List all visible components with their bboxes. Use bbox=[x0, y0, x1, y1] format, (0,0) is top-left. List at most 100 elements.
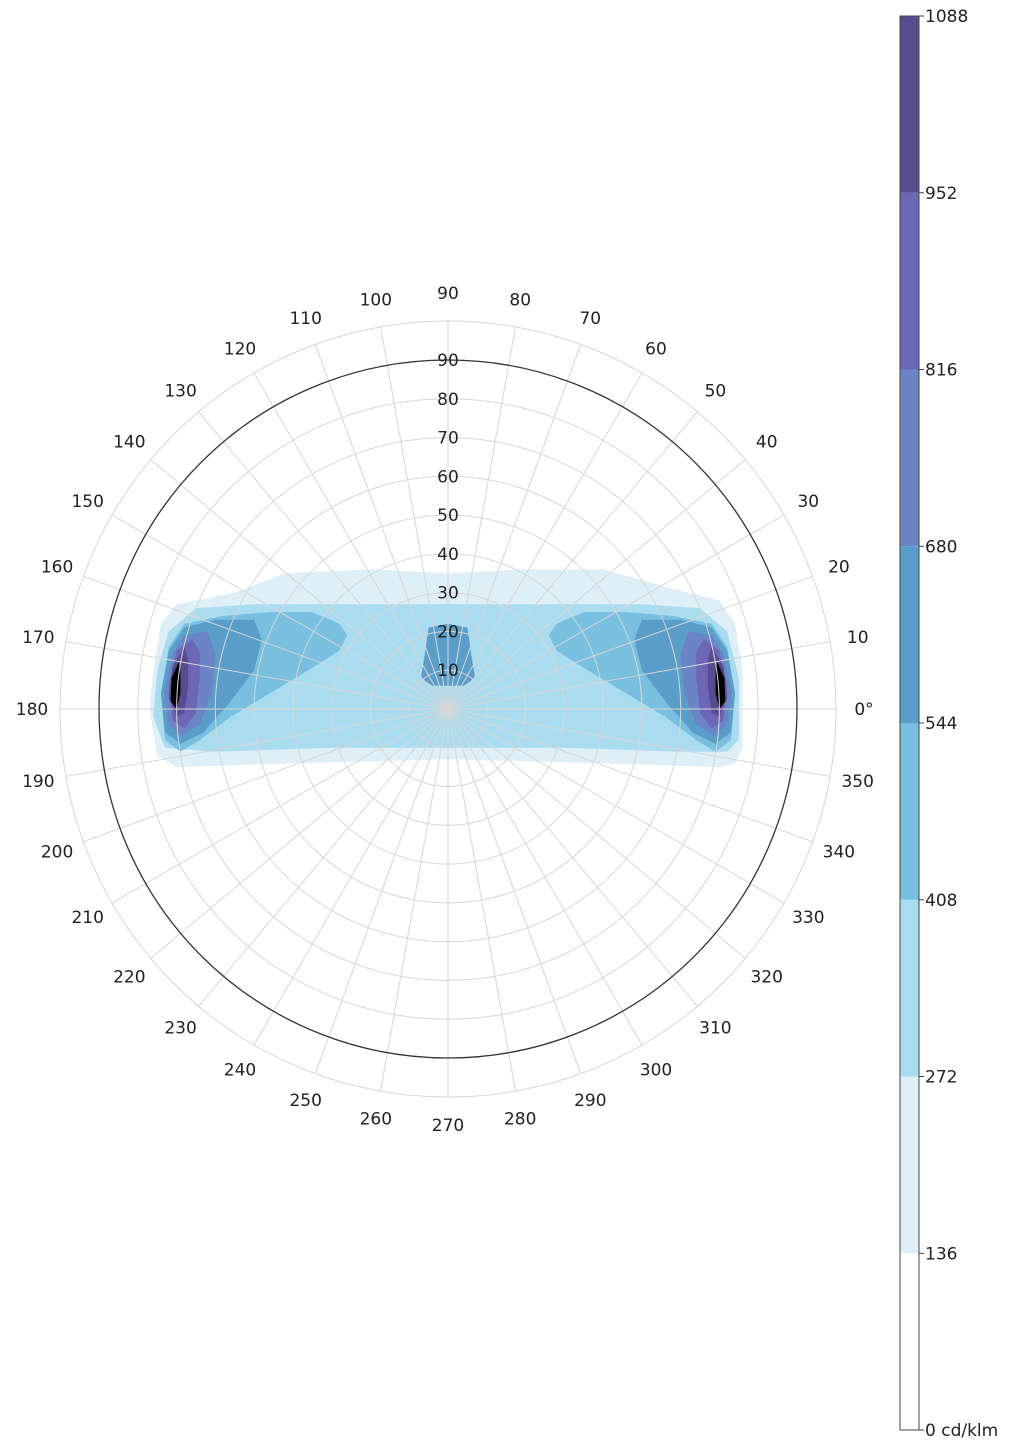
angular-gridline bbox=[447, 575, 813, 710]
angular-tick-label: 20 bbox=[828, 558, 850, 578]
polar-frame bbox=[59, 320, 837, 1098]
angular-tick-label: 150 bbox=[71, 492, 103, 512]
angular-tick-label: 270 bbox=[432, 1116, 464, 1136]
angular-gridline bbox=[314, 708, 449, 1074]
angular-tick-label: 350 bbox=[841, 772, 873, 792]
angular-gridline bbox=[447, 708, 582, 1074]
angular-gridline bbox=[65, 641, 449, 710]
angular-gridline bbox=[253, 372, 449, 710]
angular-tick-label: 90 bbox=[437, 284, 459, 304]
colorbar-tick-label: 952 bbox=[925, 184, 957, 204]
colorbar-band bbox=[900, 546, 919, 724]
angular-gridline bbox=[447, 411, 698, 710]
angular-gridline bbox=[447, 514, 785, 710]
angular-tick-label: 100 bbox=[360, 290, 392, 310]
angular-gridline bbox=[447, 708, 698, 1007]
colorbar-band bbox=[900, 1253, 919, 1431]
colorbar-tick-label: 816 bbox=[925, 361, 957, 381]
angular-gridline bbox=[111, 514, 449, 710]
angular-tick-label: 220 bbox=[113, 967, 145, 987]
angular-tick-label: 280 bbox=[504, 1110, 536, 1130]
radial-tick-label: 90 bbox=[437, 351, 459, 371]
angular-tick-label: 160 bbox=[41, 558, 73, 578]
radial-tick-label: 70 bbox=[437, 429, 459, 449]
angular-gridline bbox=[447, 708, 643, 1046]
angular-tick-label: 130 bbox=[164, 381, 196, 401]
angular-gridline bbox=[447, 459, 746, 710]
angular-gridline bbox=[380, 326, 449, 710]
angular-gridline bbox=[314, 344, 449, 710]
angular-tick-label: 140 bbox=[113, 433, 145, 453]
radial-limit-circle bbox=[98, 359, 798, 1059]
polar-grid bbox=[59, 320, 837, 1098]
contour-1088-left bbox=[170, 662, 181, 709]
angular-gridline bbox=[447, 708, 785, 904]
colorbar-band bbox=[900, 1076, 919, 1254]
angular-gridline bbox=[83, 708, 449, 843]
colorbar-tick-label: 136 bbox=[925, 1244, 957, 1264]
angular-tick-label: 170 bbox=[22, 628, 54, 648]
angular-tick-label: 30 bbox=[797, 492, 819, 512]
angular-gridline bbox=[83, 575, 449, 710]
angular-tick-label: 120 bbox=[224, 340, 256, 360]
colorbar-band bbox=[900, 192, 919, 370]
radial-tick-label: 40 bbox=[437, 545, 459, 565]
angular-gridline bbox=[198, 411, 449, 710]
angular-gridline bbox=[150, 459, 449, 710]
colorbar-tick-label: 408 bbox=[925, 891, 957, 911]
angular-tick-label: 240 bbox=[224, 1060, 256, 1080]
angular-tick-label: 50 bbox=[705, 381, 727, 401]
contour-1088-right bbox=[715, 662, 726, 709]
radial-tick-label: 80 bbox=[437, 390, 459, 410]
angular-gridline bbox=[447, 708, 746, 959]
angular-tick-label: 190 bbox=[22, 772, 54, 792]
intensity-contours bbox=[149, 569, 743, 768]
angular-gridline bbox=[253, 708, 449, 1046]
angular-tick-label: 230 bbox=[164, 1019, 196, 1039]
angular-gridline bbox=[380, 708, 449, 1092]
radial-tick-label: 10 bbox=[437, 661, 459, 681]
angular-gridline bbox=[447, 372, 643, 710]
angular-tick-label: 260 bbox=[360, 1110, 392, 1130]
colorbar-tick-label: 272 bbox=[925, 1068, 957, 1088]
colorbar-tick-label: 680 bbox=[925, 537, 957, 557]
colorbar-tick-label: 1088 bbox=[925, 7, 968, 27]
angular-gridline bbox=[150, 708, 449, 959]
radial-tick-label: 60 bbox=[437, 467, 459, 487]
angular-tick-label: 180 bbox=[16, 700, 48, 720]
angular-tick-label: 0° bbox=[854, 700, 873, 720]
angular-tick-label: 210 bbox=[71, 908, 103, 928]
angular-tick-label: 340 bbox=[823, 842, 855, 862]
colorbar: 0 cd/klm 136 272 408 544 680 816 952 1088 bbox=[899, 7, 998, 1441]
angular-gridline bbox=[447, 708, 813, 843]
angular-tick-label: 80 bbox=[509, 290, 531, 310]
angular-tick-label: 10 bbox=[847, 628, 869, 648]
angular-tick-label: 320 bbox=[750, 967, 782, 987]
angular-tick-label: 290 bbox=[574, 1091, 606, 1111]
angular-tick-label: 40 bbox=[756, 433, 778, 453]
angular-tick-label: 60 bbox=[645, 340, 667, 360]
colorbar-band bbox=[900, 16, 919, 193]
angular-tick-label: 70 bbox=[579, 309, 601, 329]
colorbar-tick-label: 544 bbox=[925, 714, 957, 734]
angular-tick-label: 300 bbox=[640, 1060, 672, 1080]
colorbar-tick-label: 0 cd/klm bbox=[925, 1421, 998, 1441]
radial-tick-label: 30 bbox=[437, 584, 459, 604]
angular-gridline bbox=[111, 708, 449, 904]
angular-gridline bbox=[447, 326, 516, 710]
radial-tick-label: 50 bbox=[437, 506, 459, 526]
angular-tick-label: 250 bbox=[289, 1091, 321, 1111]
angular-gridline bbox=[447, 641, 831, 710]
angular-tick-label: 200 bbox=[41, 842, 73, 862]
angular-gridline bbox=[447, 344, 582, 710]
angular-gridline bbox=[65, 708, 449, 777]
angular-gridline bbox=[447, 708, 516, 1092]
angular-tick-label: 330 bbox=[792, 908, 824, 928]
angular-tick-label: 110 bbox=[289, 309, 321, 329]
radial-tick-labels: 10 20 30 40 50 60 70 80 90 bbox=[437, 351, 459, 681]
angular-gridline bbox=[198, 708, 449, 1007]
radial-tick-label: 20 bbox=[437, 622, 459, 642]
colorbar-band bbox=[900, 369, 919, 547]
colorbar-band bbox=[900, 723, 919, 900]
